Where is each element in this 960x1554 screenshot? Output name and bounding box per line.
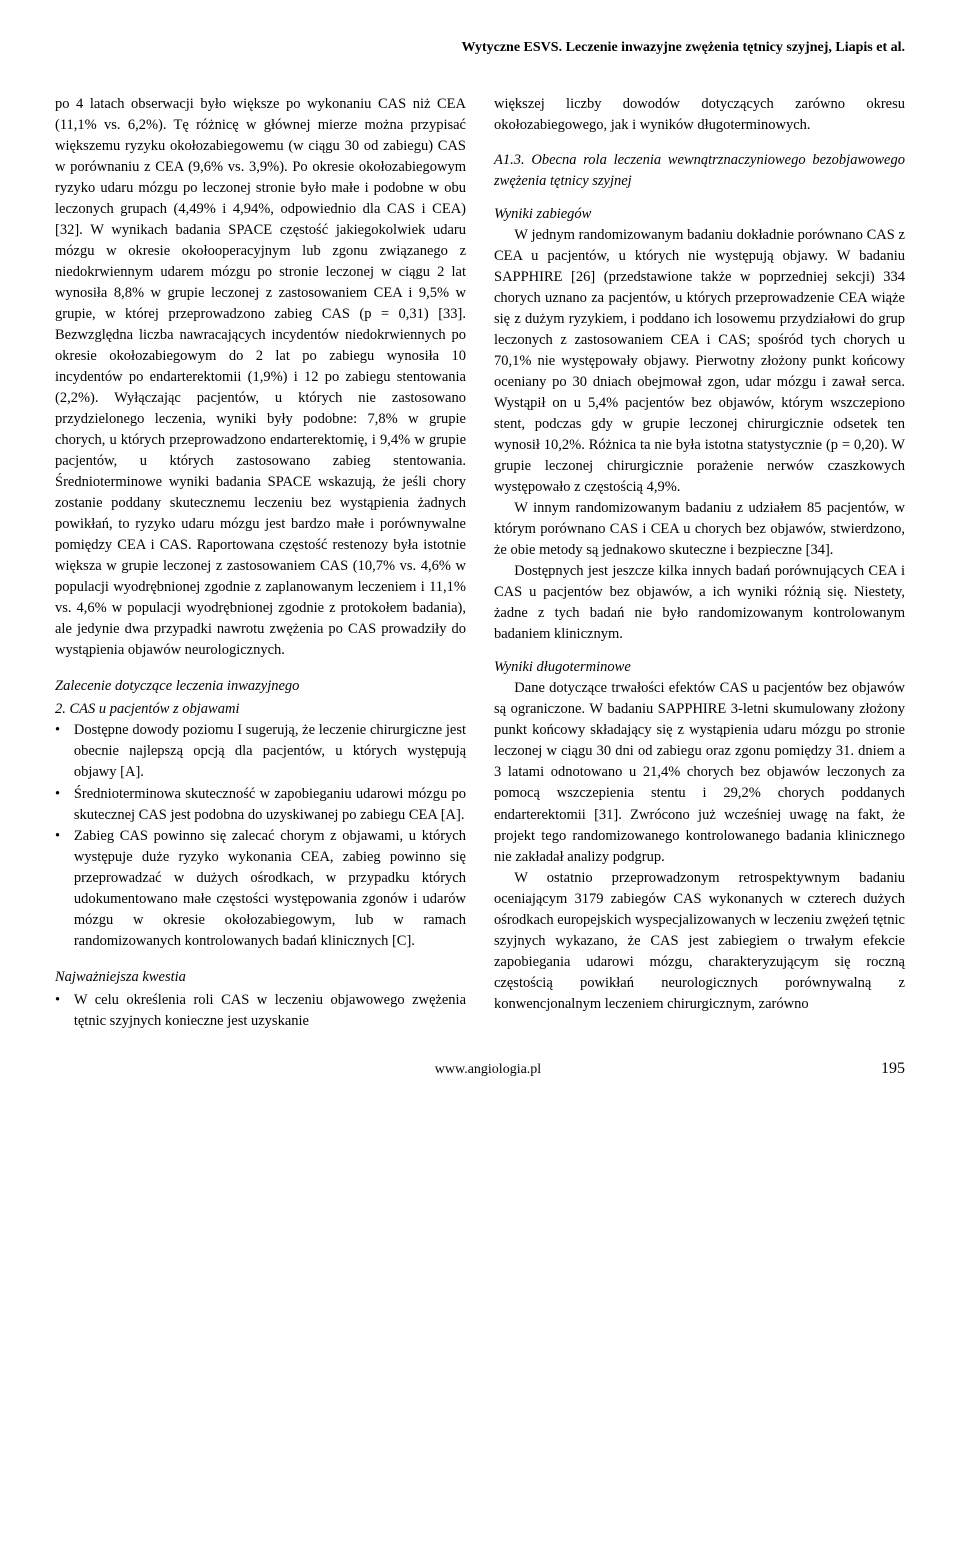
footer-site: www.angiologia.pl	[95, 1062, 881, 1078]
left-bullet-list-2: W celu określenia roli CAS w leczeniu ob…	[55, 990, 466, 1032]
two-column-layout: po 4 latach obserwacji było większe po w…	[55, 94, 905, 1032]
right-paragraph-2: W innym randomizowanym badaniu z udziałe…	[494, 498, 905, 561]
right-paragraph-3: Dostępnych jest jeszcze kilka innych bad…	[494, 561, 905, 645]
left-paragraph-1: po 4 latach obserwacji było większe po w…	[55, 94, 466, 661]
left-section-heading-1: Zalecenie dotyczące leczenia inwazyjnego	[55, 676, 466, 697]
right-wyniki-heading-2: Wyniki długoterminowe	[494, 657, 905, 678]
list-item: Średnioterminowa skuteczność w zapobiega…	[55, 784, 466, 826]
running-header: Wytyczne ESVS. Leczenie inwazyjne zwężen…	[55, 40, 905, 56]
left-section-sub-1: 2. CAS u pacjentów z objawami	[55, 699, 466, 720]
right-paragraph-1: W jednym randomizowanym badaniu dokładni…	[494, 225, 905, 498]
footer-page-number: 195	[881, 1060, 905, 1078]
left-section-heading-2: Najważniejsza kwestia	[55, 967, 466, 988]
right-wyniki-heading-1: Wyniki zabiegów	[494, 204, 905, 225]
right-a13-heading: A1.3. Obecna rola leczenia wewnątrznaczy…	[494, 150, 905, 192]
left-column: po 4 latach obserwacji było większe po w…	[55, 94, 466, 1032]
right-column: większej liczby dowodów dotyczących zaró…	[494, 94, 905, 1032]
left-bullet-list-1: Dostępne dowody poziomu I sugerują, że l…	[55, 720, 466, 951]
right-continuation: większej liczby dowodów dotyczących zaró…	[494, 94, 905, 136]
list-item: W celu określenia roli CAS w leczeniu ob…	[55, 990, 466, 1032]
list-item: Dostępne dowody poziomu I sugerują, że l…	[55, 720, 466, 783]
list-item: Zabieg CAS powinno się zalecać chorym z …	[55, 826, 466, 952]
right-paragraph-5: W ostatnio przeprowadzonym retrospektywn…	[494, 868, 905, 1015]
page-footer: www.angiologia.pl 195	[55, 1060, 905, 1078]
right-paragraph-4: Dane dotyczące trwałości efektów CAS u p…	[494, 678, 905, 867]
